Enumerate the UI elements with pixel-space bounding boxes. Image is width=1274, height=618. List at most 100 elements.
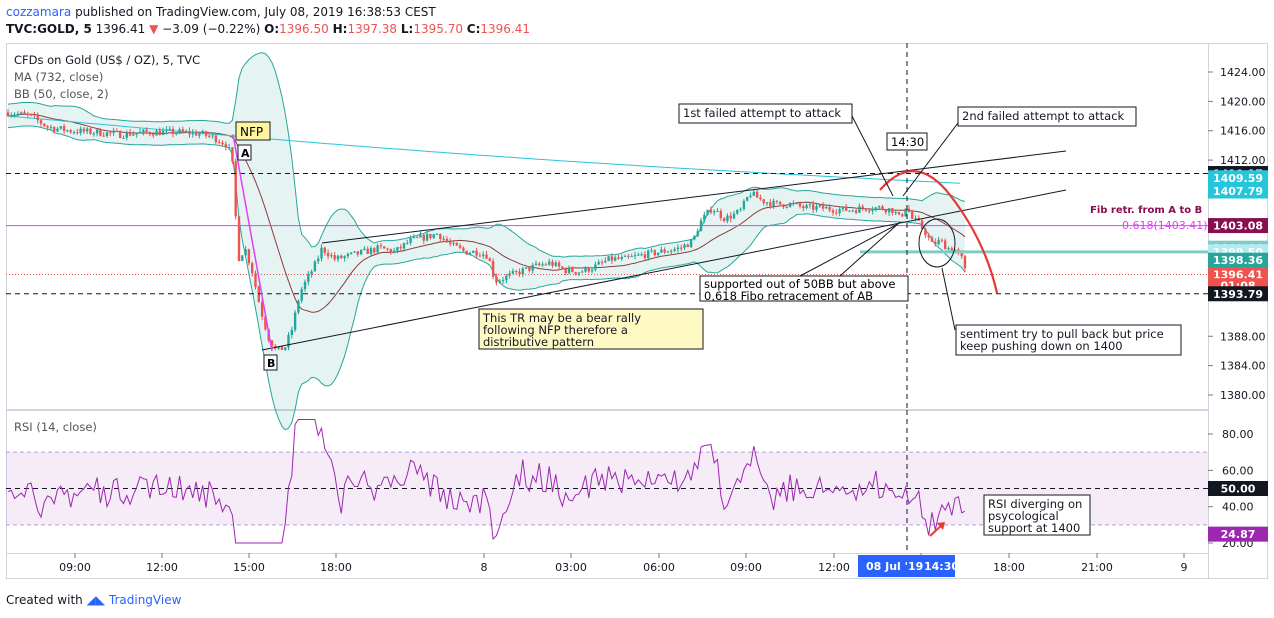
candle-body: [95, 129, 99, 134]
legend-ma[interactable]: MA (732, close): [14, 70, 104, 84]
candle-body: [277, 346, 280, 349]
candle-body: [491, 261, 495, 277]
price-tick-label: 1416.00: [1220, 125, 1266, 138]
candle-body: [808, 204, 812, 206]
rsi-tag: [1208, 481, 1268, 496]
candle-body: [858, 206, 861, 213]
candle-body: [161, 130, 165, 136]
candle-body: [788, 203, 792, 207]
candle-body: [333, 255, 336, 260]
candle-body: [475, 250, 478, 256]
candle-body: [244, 249, 247, 256]
candle-body: [158, 130, 161, 136]
candle-body: [247, 249, 251, 264]
candle-body: [904, 208, 907, 217]
candle-body: [300, 289, 303, 301]
candle-body: [670, 250, 673, 252]
candle-body: [340, 255, 343, 259]
candle-body: [49, 127, 53, 129]
legend-bb[interactable]: BB (50, close, 2): [14, 87, 109, 101]
candle-body: [686, 244, 689, 248]
candle-body: [138, 131, 142, 134]
candle-body: [313, 261, 317, 272]
candle-body: [594, 264, 597, 270]
candle-body: [587, 267, 590, 272]
time-tick-label: 09:00: [730, 561, 762, 574]
candle-body: [20, 112, 23, 114]
nfp-label: NFP: [240, 125, 263, 139]
candle-body: [171, 128, 175, 135]
tr-note-box: [478, 308, 704, 350]
candle-body: [191, 132, 194, 135]
legend-title[interactable]: CFDs on Gold (US$ / OZ), 5, TVC: [14, 53, 201, 67]
candle-body: [798, 203, 802, 207]
candle-body: [416, 236, 419, 238]
price-tag-label: 1403.08: [1213, 220, 1263, 233]
candle-body: [422, 234, 425, 241]
bearish-arc: [879, 170, 999, 294]
candle-body: [538, 263, 541, 266]
candle-body: [128, 132, 132, 136]
candle-body: [894, 212, 897, 214]
candle-body: [934, 241, 937, 245]
drawings: NFP A B 14:30 1st failed attempt to attack 2n…: [6, 43, 1208, 536]
candle-body: [567, 267, 571, 274]
candle-body: [135, 133, 138, 135]
candle-body: [435, 233, 439, 235]
price-tag-label: 1398.36: [1213, 254, 1263, 267]
candle-body: [897, 212, 901, 215]
candle-body: [350, 252, 353, 254]
candle-body: [16, 113, 20, 115]
candle-body: [831, 210, 835, 213]
footer: Created with ◢◣ TradingView: [6, 593, 181, 607]
candle-body: [680, 247, 683, 249]
candle-body: [676, 247, 680, 250]
symbol-name[interactable]: TVC:GOLD, 5: [6, 22, 92, 36]
point-b-label: B: [267, 357, 275, 370]
rsi-tag: [1208, 526, 1268, 542]
high-value: 1397.38: [347, 22, 398, 36]
candle-body: [406, 242, 409, 244]
candle-body: [23, 112, 26, 114]
candle-body: [488, 258, 491, 262]
candle-body: [554, 262, 557, 266]
candle-body: [353, 251, 356, 253]
tradingview-brand[interactable]: TradingView: [108, 593, 182, 607]
time-tick-label: 18:00: [320, 561, 352, 574]
candle-body: [178, 129, 181, 133]
publisher-username[interactable]: cozzamara: [6, 5, 72, 19]
candle-body: [637, 254, 640, 256]
candle-body: [241, 255, 244, 262]
candle-body: [557, 262, 561, 267]
candle-body: [825, 207, 828, 209]
candle-body: [871, 210, 874, 212]
candle-body: [465, 250, 468, 255]
candle-body: [458, 245, 462, 248]
time-highlight-time: 14:30: [924, 560, 959, 573]
candle-body: [297, 300, 300, 313]
time-tick-label: 21:00: [1081, 561, 1113, 574]
candle-body: [706, 209, 709, 215]
candle-body: [152, 134, 155, 136]
candle-body: [175, 132, 178, 135]
candle-body: [584, 267, 587, 272]
candle-body: [693, 235, 696, 240]
rsi-legend[interactable]: RSI (14, close): [14, 420, 97, 434]
candle-body: [851, 210, 854, 212]
candle-body: [835, 212, 838, 214]
candle-body: [201, 131, 204, 134]
candle-body: [709, 209, 713, 213]
candle-body: [386, 248, 389, 250]
candle-body: [122, 137, 125, 139]
price-tag: [1208, 286, 1268, 302]
candle-body: [270, 340, 274, 347]
candle-body: [293, 312, 297, 330]
point-a-box: [237, 144, 252, 161]
price-tag-label: 1393.79: [1213, 288, 1263, 301]
sentiment-arrow: [941, 267, 956, 331]
candle-body: [775, 200, 779, 202]
candle-body: [495, 276, 498, 283]
candle-body: [759, 197, 762, 200]
created-with: Created with: [6, 593, 83, 607]
